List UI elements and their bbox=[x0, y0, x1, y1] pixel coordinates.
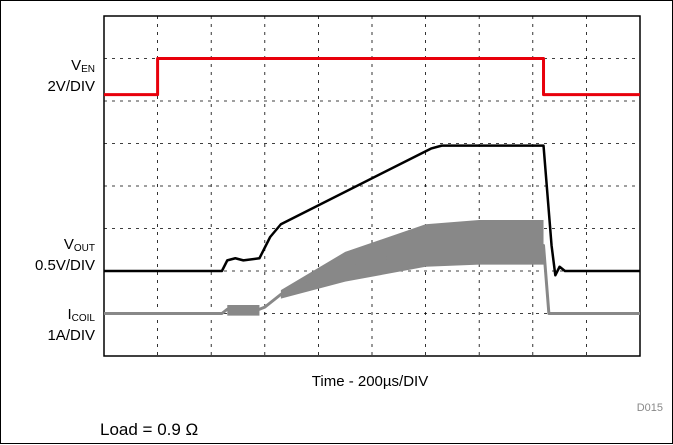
icoil-ripple-band bbox=[280, 220, 544, 299]
top-border bbox=[0, 0, 673, 1]
x-axis-label: Time - 200µs/DIV bbox=[311, 373, 429, 390]
icoil-trace bbox=[104, 244, 640, 315]
ven-trace bbox=[104, 57, 640, 97]
plot-border bbox=[103, 15, 641, 357]
channel-label-vout: VOUT 0.5V/DIV bbox=[35, 236, 95, 274]
figure-id: D015 bbox=[636, 402, 663, 414]
vout-symbol: V bbox=[63, 236, 74, 253]
icoil-scale: 1A/DIV bbox=[47, 327, 95, 344]
ven-symbol: V bbox=[71, 57, 82, 74]
vout-scale: 0.5V/DIV bbox=[34, 257, 95, 274]
channel-label-ven: VEN 2V/DIV bbox=[47, 57, 95, 95]
ven-subscript: EN bbox=[81, 64, 95, 75]
icoil-symbol: I bbox=[67, 306, 72, 323]
load-note: Load = 0.9 Ω bbox=[100, 420, 199, 439]
icoil-subscript: COIL bbox=[71, 313, 95, 324]
vout-trace bbox=[104, 144, 640, 277]
vout-subscript: OUT bbox=[73, 243, 95, 254]
ven-scale: 2V/DIV bbox=[47, 78, 95, 95]
channel-label-icoil: ICOIL 1A/DIV bbox=[47, 306, 95, 344]
